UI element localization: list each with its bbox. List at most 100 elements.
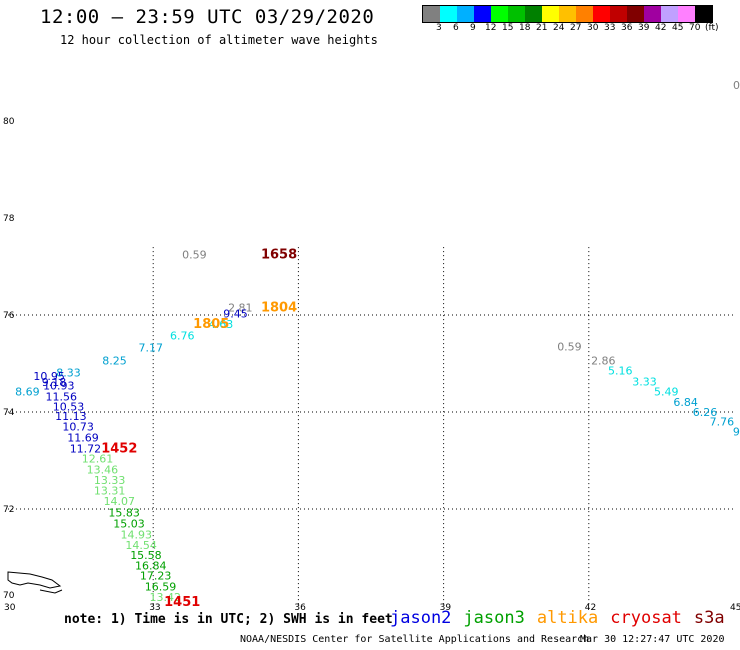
pass-time: 1804 <box>261 301 297 316</box>
swh-value: 17.23 <box>140 569 172 582</box>
swh-value: 10.53 <box>53 401 85 414</box>
pass-time: 1658 <box>261 247 297 262</box>
swh-value: 11.13 <box>55 410 87 423</box>
color-scale-label: 70 <box>689 23 701 33</box>
swh-value: 14.93 <box>121 529 153 542</box>
swh-value: 9 <box>733 425 740 438</box>
satellite-legend-item: jason2 <box>390 608 452 628</box>
satellite-legend-item: s3a <box>693 608 725 628</box>
color-scale-label: 36 <box>621 23 633 33</box>
color-swatch <box>474 6 491 22</box>
y-tick-label: 74 <box>3 408 15 418</box>
swh-value: 6.26 <box>693 406 718 419</box>
swh-value: 11.69 <box>67 432 99 445</box>
swh-value: 7.76 <box>710 416 735 429</box>
swh-value: 8.25 <box>102 354 127 367</box>
page-subtitle: 12 hour collection of altimeter wave hei… <box>60 33 378 47</box>
color-scale-label: 9 <box>470 23 476 33</box>
color-swatch <box>542 6 559 22</box>
swh-value: 13.33 <box>94 474 126 487</box>
swh-value: 11.72 <box>70 443 102 456</box>
color-swatch <box>627 6 644 22</box>
swh-value: 4.63 <box>209 318 234 331</box>
pass-time: 1452 <box>101 442 137 457</box>
swh-value: 13.46 <box>87 464 119 477</box>
color-scale-labels: 3 6 9 12 15 18 21 24 27 30 33 36 39 42 45 70 (ft) <box>422 23 740 35</box>
swh-value: 3.33 <box>632 375 657 388</box>
swh-value: 6.84 <box>673 396 698 409</box>
swh-value: 15.58 <box>130 549 162 562</box>
swh-value: 16.84 <box>135 560 167 573</box>
x-tick-label: 42 <box>585 603 596 613</box>
axis-tick-labels: 30 33 36 39 42 45 70 72 74 76 78 80 <box>3 117 740 613</box>
corner-label: 0 <box>733 79 740 92</box>
x-tick-label: 36 <box>294 603 306 613</box>
swh-value: 5.16 <box>608 365 633 378</box>
swh-value: 14.54 <box>125 539 157 552</box>
x-tick-label: 45 <box>730 603 740 613</box>
satellite-legend-item: altika <box>536 608 599 628</box>
swh-value: 8.69 <box>15 386 40 399</box>
swh-points: 0.59 2.819.454.63 6.76 7.17 8.25 8.3310.959.1… <box>15 248 740 604</box>
swh-value: 10.93 <box>43 380 75 393</box>
color-scale-label: 3 <box>436 23 442 33</box>
y-tick-label: 76 <box>3 311 15 321</box>
x-tick-label: 30 <box>4 603 16 613</box>
x-tick-label: 33 <box>149 603 160 613</box>
color-swatch <box>457 6 474 22</box>
pass-time-labels: 1658 1804 1805 1452 1451 <box>101 247 297 610</box>
x-tick-label: 39 <box>440 603 452 613</box>
color-swatch <box>661 6 678 22</box>
swh-value: 14.07 <box>104 495 136 508</box>
credit-text: NOAA/NESDIS Center for Satellite Applica… <box>240 634 590 645</box>
color-scale-label: 27 <box>570 23 582 33</box>
swh-value: 11.56 <box>45 390 77 403</box>
swh-value: 10.73 <box>62 420 94 433</box>
pass-time: 1451 <box>164 595 200 610</box>
swh-value: 9.45 <box>223 307 248 320</box>
color-swatch <box>525 6 542 22</box>
pass-time: 1805 <box>193 317 229 332</box>
page-title: 12:00 – 23:59 UTC 03/29/2020 <box>40 6 375 28</box>
swh-value: 10.95 <box>33 370 65 383</box>
color-scale-label: 21 <box>536 23 548 33</box>
color-scale-label: 6 <box>453 23 459 33</box>
swh-value: 13.31 <box>94 484 126 497</box>
color-swatch <box>644 6 661 22</box>
color-scale-label: 42 <box>655 23 667 33</box>
color-scale-label: 24 <box>553 23 565 33</box>
color-swatch <box>491 6 508 22</box>
color-scale-label: 12 <box>485 23 497 33</box>
color-swatch <box>610 6 627 22</box>
color-scale-label: 33 <box>604 23 616 33</box>
swh-value: 15.03 <box>113 517 145 530</box>
color-scale-label: 39 <box>638 23 650 33</box>
color-swatch <box>508 6 525 22</box>
swh-value: 5.49 <box>654 386 679 399</box>
swh-value: 2.86 <box>591 354 616 367</box>
swh-value: 15.83 <box>108 506 140 519</box>
swh-value: 13.42 <box>150 591 182 604</box>
swh-value: 7.17 <box>139 341 164 354</box>
color-scale-label: (ft) <box>705 23 719 33</box>
color-swatch <box>440 6 457 22</box>
y-tick-label: 72 <box>3 505 14 515</box>
swh-value: 0.59 <box>182 248 207 261</box>
color-scale-label: 18 <box>519 23 531 33</box>
color-swatch <box>695 6 712 22</box>
swh-value: 16.59 <box>145 580 177 593</box>
swh-value: 0.59 <box>557 340 582 353</box>
units-note: note: 1) Time is in UTC; 2) SWH is in fe… <box>64 612 393 627</box>
color-scale-label: 30 <box>587 23 599 33</box>
color-swatch <box>576 6 593 22</box>
y-tick-label: 70 <box>3 591 15 601</box>
satellite-legend-item: cryosat <box>610 608 682 628</box>
y-tick-label: 78 <box>3 214 15 224</box>
swh-value: 12.61 <box>82 452 114 465</box>
satellite-legend-item: jason3 <box>463 608 525 628</box>
color-scale-label: 45 <box>672 23 684 33</box>
y-tick-label: 80 <box>3 117 15 127</box>
color-swatch <box>559 6 576 22</box>
color-scale-label: 15 <box>502 23 514 33</box>
